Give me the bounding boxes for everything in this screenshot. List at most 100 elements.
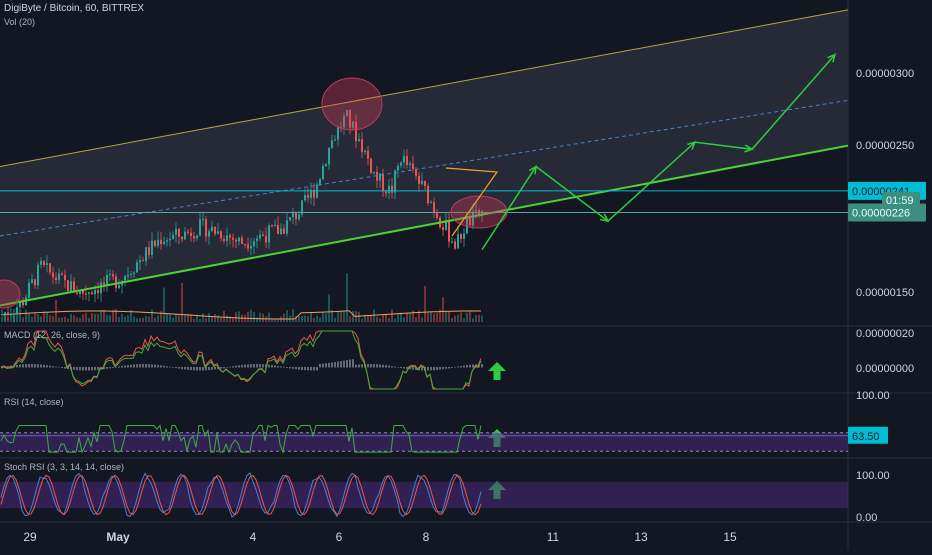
volume-bar	[295, 316, 297, 322]
macd-histogram-bar	[46, 365, 48, 368]
candle-body	[16, 307, 18, 314]
macd-histogram-bar	[331, 362, 333, 368]
macd-histogram-bar	[160, 365, 162, 368]
candle-body	[394, 170, 396, 193]
volume-bar	[346, 273, 348, 322]
candle-body	[436, 212, 438, 218]
volume-bar	[400, 312, 402, 322]
candle-body	[367, 150, 369, 159]
candle-body	[4, 312, 6, 314]
macd-histogram-bar	[220, 367, 222, 369]
macd-histogram-bar	[40, 364, 42, 368]
volume-bar	[367, 315, 369, 322]
volume-bar	[271, 318, 273, 322]
volume-bar	[433, 313, 435, 322]
macd-histogram-bar	[151, 364, 153, 368]
macd-histogram-bar	[208, 367, 210, 371]
candle-body	[10, 313, 12, 315]
candle-body	[85, 293, 87, 295]
candle-body	[49, 263, 51, 273]
volume-bar	[34, 312, 36, 322]
candle-body	[397, 165, 399, 171]
stoch-band	[0, 481, 848, 509]
candle-body	[46, 263, 48, 265]
macd-histogram-bar	[130, 364, 132, 368]
candle-body	[370, 158, 372, 174]
candle-body	[259, 234, 261, 239]
candle-body	[166, 240, 168, 242]
macd-histogram-bar	[79, 367, 81, 371]
volume-bar	[109, 315, 111, 322]
candle-body	[382, 173, 384, 192]
volume-bar	[445, 311, 447, 322]
macd-histogram-bar	[34, 364, 36, 368]
volume-bar	[394, 318, 396, 322]
price-label-text: 0.00000226	[852, 207, 910, 219]
volume-bar	[208, 313, 210, 322]
macd-histogram-bar	[133, 364, 135, 368]
volume-bar	[454, 315, 456, 322]
volume-bar	[124, 316, 126, 322]
macd-histogram-bar	[169, 366, 171, 368]
candle-body	[82, 290, 84, 294]
volume-bar	[94, 313, 96, 322]
macd-histogram-bar	[190, 367, 192, 371]
candle-body	[466, 217, 468, 234]
candle-body	[61, 273, 63, 276]
macd-histogram-bar	[421, 367, 423, 371]
volume-bar	[403, 317, 405, 322]
volume-bar	[76, 317, 78, 322]
candle-body	[274, 225, 276, 227]
projection-arrowhead	[687, 140, 697, 150]
candle-body	[70, 281, 72, 292]
macd-histogram-bar	[298, 367, 300, 370]
macd-histogram-bar	[400, 367, 402, 369]
volume-bar	[409, 313, 411, 322]
volume-bar	[406, 313, 408, 322]
candle-body	[280, 228, 282, 235]
macd-histogram-bar	[274, 365, 276, 368]
candle-body	[250, 246, 252, 249]
candle-body	[322, 166, 324, 180]
volume-bar	[256, 317, 258, 322]
macd-label: MACD (12, 26, close, 9)	[4, 330, 101, 340]
volume-bar	[19, 309, 21, 322]
macd-histogram-bar	[295, 367, 297, 370]
candle-body	[418, 175, 420, 184]
volume-bar	[415, 317, 417, 322]
macd-histogram-bar	[280, 366, 282, 368]
macd-line	[0, 330, 482, 390]
volume-bar	[430, 311, 432, 322]
time-axis-tick: May	[106, 530, 130, 544]
macd-histogram-bar	[406, 367, 408, 369]
triangle-pattern	[445, 167, 499, 237]
macd-histogram-bar	[283, 366, 285, 368]
macd-histogram-bar	[64, 367, 66, 369]
candle-body	[304, 195, 306, 201]
macd-histogram-bar	[223, 367, 225, 369]
macd-histogram-bar	[106, 367, 108, 369]
macd-histogram-bar	[211, 367, 213, 370]
volume-bar	[223, 310, 225, 322]
volume-bar	[82, 314, 84, 322]
macd-histogram-bar	[112, 367, 114, 368]
candle-body	[79, 290, 81, 295]
candle-body	[463, 233, 465, 239]
volume-bar	[220, 317, 222, 322]
volume-bar	[451, 317, 453, 322]
macd-histogram-bar	[313, 367, 315, 371]
candle-body	[172, 234, 174, 239]
volume-bar	[139, 317, 141, 322]
macd-histogram-bar	[25, 364, 27, 368]
candle-body	[97, 289, 99, 294]
candle-body	[337, 127, 339, 140]
volume-bar	[247, 311, 249, 322]
macd-histogram-bar	[427, 367, 429, 371]
volume-bar	[343, 311, 345, 322]
candle-body	[349, 109, 351, 128]
volume-bar	[334, 317, 336, 322]
candle-body	[34, 279, 36, 286]
macd-histogram-bar	[232, 366, 234, 368]
